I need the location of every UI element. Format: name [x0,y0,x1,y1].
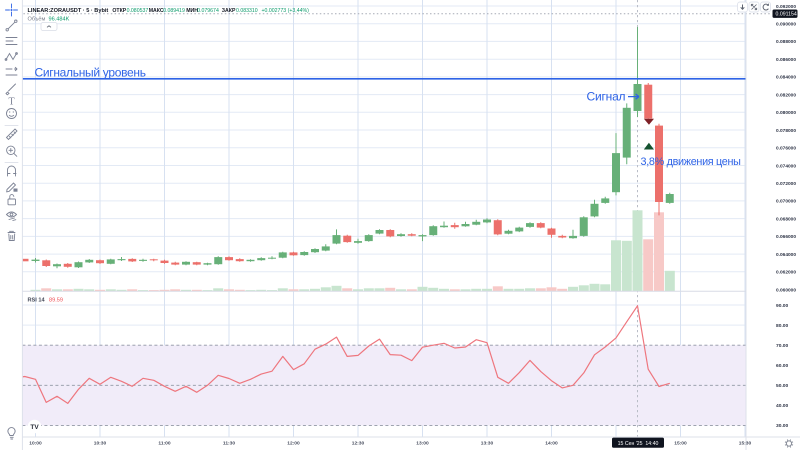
svg-text:МАКС: МАКС [149,8,164,14]
svg-text:0.076000: 0.076000 [776,146,796,152]
svg-text:0.089419: 0.089419 [163,8,185,14]
svg-text:96.484K: 96.484K [49,16,70,22]
svg-text:LINEAR:ZORAUSDT · 5 · Bybit: LINEAR:ZORAUSDT · 5 · Bybit [28,8,109,14]
svg-text:0.082000: 0.082000 [776,92,796,98]
svg-text:0.080537: 0.080537 [127,8,149,14]
svg-text:0.079674: 0.079674 [197,8,219,14]
svg-text:70.00: 70.00 [776,343,789,349]
svg-text:15 Сен '25 14:40: 15 Сен '25 14:40 [618,441,659,447]
svg-text:RSI 14: RSI 14 [28,298,46,304]
svg-text:12:30: 12:30 [352,441,365,447]
svg-text:80.00: 80.00 [776,323,789,329]
svg-text:10:00: 10:00 [29,441,42,447]
svg-text:10:30: 10:30 [94,441,107,447]
svg-text:0.064000: 0.064000 [776,252,796,258]
svg-text:11:00: 11:00 [158,441,171,447]
svg-text:13:30: 13:30 [481,441,494,447]
svg-text:Сигнал: Сигнал [587,90,626,104]
svg-text:0.060000: 0.060000 [776,287,796,293]
svg-text:13:00: 13:00 [416,441,429,447]
svg-text:0.066000: 0.066000 [776,234,796,240]
svg-text:0.070000: 0.070000 [776,199,796,205]
svg-text:Сигнальный уровень: Сигнальный уровень [35,66,146,80]
svg-text:ЗАКР: ЗАКР [222,8,236,14]
svg-text:МИН: МИН [186,8,198,14]
svg-text:0.078000: 0.078000 [776,128,796,134]
svg-text:30.00: 30.00 [776,423,789,429]
svg-text:T: T [8,97,14,108]
svg-text:Объём: Объём [28,16,46,22]
svg-text:0.068000: 0.068000 [776,216,796,222]
svg-text:0.091154: 0.091154 [776,12,797,18]
svg-text:90.00: 90.00 [776,303,789,309]
svg-text:0.080000: 0.080000 [776,110,796,116]
svg-text:89.59: 89.59 [49,298,63,304]
svg-text:60.00: 60.00 [776,363,789,369]
svg-text:15:30: 15:30 [739,441,752,447]
svg-text:0.092000: 0.092000 [776,4,796,10]
svg-text:0.083310: 0.083310 [236,8,258,14]
svg-text:0.088000: 0.088000 [776,39,796,45]
svg-text:14:00: 14:00 [545,441,558,447]
svg-text:0.084000: 0.084000 [776,75,796,81]
svg-text:0.086000: 0.086000 [776,57,796,63]
svg-text:12:00: 12:00 [287,441,300,447]
svg-text:0.072000: 0.072000 [776,181,796,187]
svg-text:3,8% движения цены: 3,8% движения цены [641,156,742,168]
svg-text:0.090000: 0.090000 [776,22,796,28]
svg-text:40.00: 40.00 [776,403,789,409]
svg-text:+0.002773 (+3,44%): +0.002773 (+3,44%) [262,8,310,14]
svg-text:0.062000: 0.062000 [776,270,796,276]
svg-text:0.074000: 0.074000 [776,163,796,169]
svg-text:ОТКР: ОТКР [112,8,126,14]
svg-text:11:30: 11:30 [223,441,236,447]
svg-text:15:00: 15:00 [674,441,687,447]
svg-text:TV: TV [30,424,39,431]
svg-text:50.00: 50.00 [776,383,789,389]
